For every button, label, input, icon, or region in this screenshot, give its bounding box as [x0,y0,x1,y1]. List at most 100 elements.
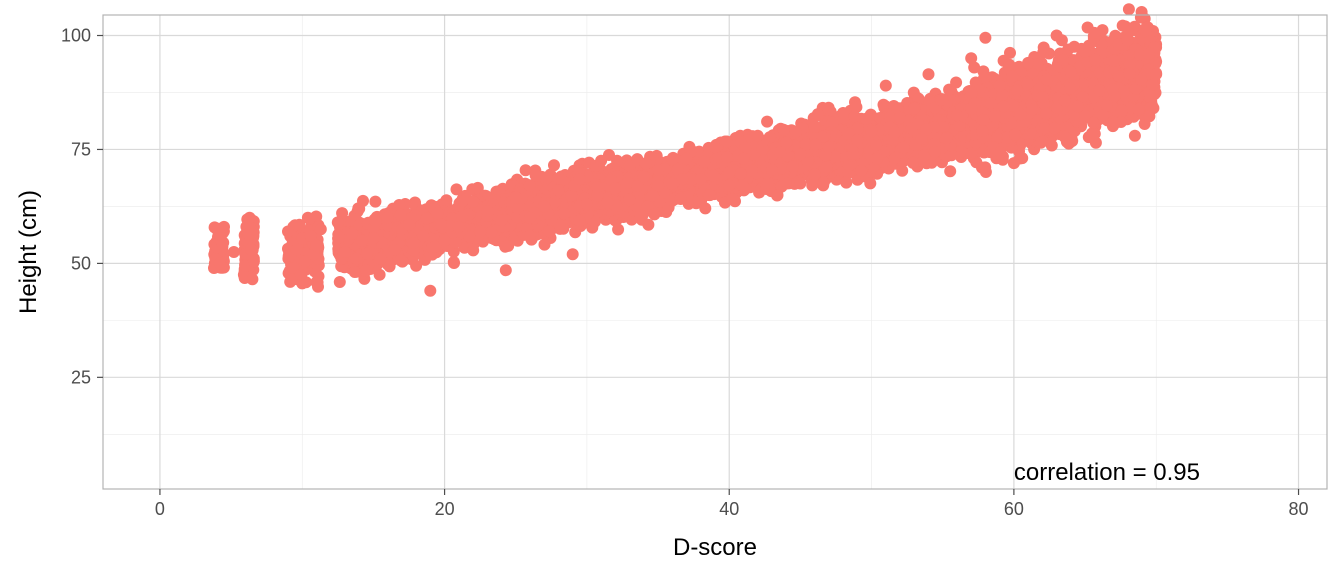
data-point [762,176,774,189]
data-point [811,108,824,121]
data-point [864,177,877,190]
data-point [471,181,484,194]
data-point [703,189,716,202]
data-point [601,196,614,209]
data-point [905,122,918,135]
data-point [698,155,711,168]
data-point [456,195,468,208]
data-point [449,236,462,249]
data-point [499,240,512,253]
data-point [720,151,733,163]
data-point [851,122,864,135]
data-point [548,159,560,172]
data-point [485,226,498,239]
data-point [937,121,950,133]
data-point [540,171,553,184]
data-point [394,208,407,221]
data-point [771,189,784,202]
data-point [897,141,910,154]
data-point [556,174,568,187]
data-point [736,179,749,192]
data-point [843,159,856,172]
data-point [333,276,346,288]
data-point [723,179,736,192]
data-point [828,150,841,163]
data-point [646,189,659,202]
data-point [940,132,953,145]
data-point [523,229,536,242]
data-point [870,139,883,151]
data-point [907,156,919,169]
data-point [394,254,407,267]
data-point [652,179,664,192]
data-point [920,123,933,136]
data-point [588,215,601,228]
data-point [955,145,968,158]
data-point [333,231,345,244]
data-point [800,138,813,151]
data-point [721,135,733,148]
data-point [642,218,655,231]
data-point [794,177,807,190]
point-cloud [208,3,1163,293]
data-point [944,165,957,178]
data-point [639,157,652,170]
data-point [671,163,684,176]
data-point [538,238,551,251]
data-point [612,223,625,236]
data-point [631,180,644,192]
data-point [356,234,368,247]
data-point [373,268,386,281]
data-point [816,130,829,143]
data-point [871,152,883,165]
data-point [420,212,433,225]
data-point [789,125,802,138]
data-point [855,164,868,177]
data-point [519,164,532,177]
data-point [565,189,578,202]
data-point [808,168,821,181]
data-point [557,207,570,220]
data-point [777,123,790,136]
data-point [817,176,830,189]
data-point [434,218,447,231]
data-point [361,247,373,260]
data-point [312,280,324,293]
data-point [456,210,469,223]
data-point [648,208,661,221]
data-point [840,176,853,189]
data-point [573,214,586,227]
data-point [529,169,542,182]
data-point [745,164,758,177]
data-point [591,181,604,193]
data-point [591,189,604,202]
data-point [950,76,963,89]
data-point [820,161,833,174]
data-point [523,179,536,192]
data-point [809,138,822,151]
data-point [826,116,839,129]
data-point [734,167,747,180]
data-point [676,173,689,186]
data-point [622,176,634,189]
data-point [369,195,382,208]
data-point [429,240,441,253]
data-point [634,208,647,221]
data-point [699,202,712,215]
data-point [383,260,396,273]
data-point [915,133,928,145]
data-point [928,145,941,158]
data-point [850,101,863,114]
data-point [543,225,556,238]
data-point [369,215,382,228]
data-point [1004,46,1016,59]
data-point [888,126,901,138]
data-point [761,115,774,128]
data-point [447,256,460,268]
data-point [739,141,752,154]
data-point [348,266,361,278]
data-point [945,149,958,162]
data-point [843,127,855,140]
data-point [450,183,463,196]
data-point [860,112,873,125]
